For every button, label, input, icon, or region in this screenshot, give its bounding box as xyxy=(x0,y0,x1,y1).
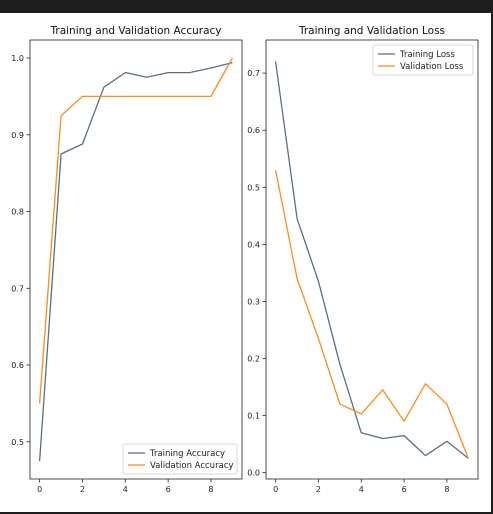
y-tick-label: 0.4 xyxy=(247,240,260,249)
x-tick-label: 2 xyxy=(316,485,321,494)
plot-frame xyxy=(30,40,242,479)
y-tick-label: 0.5 xyxy=(11,438,24,447)
y-tick-label: 0.6 xyxy=(247,126,260,135)
y-tick-label: 0.1 xyxy=(247,412,260,421)
figure-canvas: Training and Validation Accuracy 0 2 4 6 8 0.5… xyxy=(0,13,491,512)
plot-frame xyxy=(266,40,478,479)
y-tick-label: 0.0 xyxy=(247,469,260,478)
chart-title: Training and Validation Accuracy xyxy=(50,25,222,37)
legend: Training Accuracy Validation Accuracy xyxy=(123,444,237,474)
y-tick-label: 0.6 xyxy=(11,361,24,370)
series-line-validation xyxy=(276,170,469,458)
legend-label: Validation Accuracy xyxy=(150,461,233,471)
legend-label: Training Loss xyxy=(399,50,455,60)
legend-label: Training Accuracy xyxy=(149,449,225,459)
chart-accuracy: Training and Validation Accuracy 0 2 4 6 8 0.5… xyxy=(11,25,242,494)
x-tick-label: 6 xyxy=(166,485,171,494)
y-tick-label: 0.3 xyxy=(247,297,260,306)
y-tick-label: 0.2 xyxy=(247,355,260,364)
y-tick-label: 0.5 xyxy=(247,183,260,192)
y-tick-label: 0.9 xyxy=(11,131,24,140)
y-tick-label: 0.7 xyxy=(247,69,260,78)
x-tick-label: 8 xyxy=(208,485,213,494)
series-line-training xyxy=(40,63,233,461)
x-tick-label: 0 xyxy=(273,485,278,494)
x-tick-label: 4 xyxy=(123,485,128,494)
chart-loss: Training and Validation Loss 0 2 4 6 8 0.0 0.1 0… xyxy=(247,25,478,494)
x-tick-label: 4 xyxy=(359,485,364,494)
y-tick-label: 0.8 xyxy=(11,208,24,217)
legend: Training Loss Validation Loss xyxy=(373,45,473,75)
x-tick-label: 6 xyxy=(402,485,407,494)
y-tick-label: 1.0 xyxy=(11,54,24,63)
x-tick-label: 8 xyxy=(444,485,449,494)
legend-label: Validation Loss xyxy=(400,62,464,72)
chart-title: Training and Validation Loss xyxy=(298,25,445,37)
series-line-training xyxy=(276,62,469,459)
charts-svg: Training and Validation Accuracy 0 2 4 6 8 0.5… xyxy=(0,13,491,512)
y-tick-label: 0.7 xyxy=(11,284,24,293)
x-tick-label: 2 xyxy=(80,485,85,494)
x-tick-label: 0 xyxy=(37,485,42,494)
series-line-validation xyxy=(40,58,233,403)
